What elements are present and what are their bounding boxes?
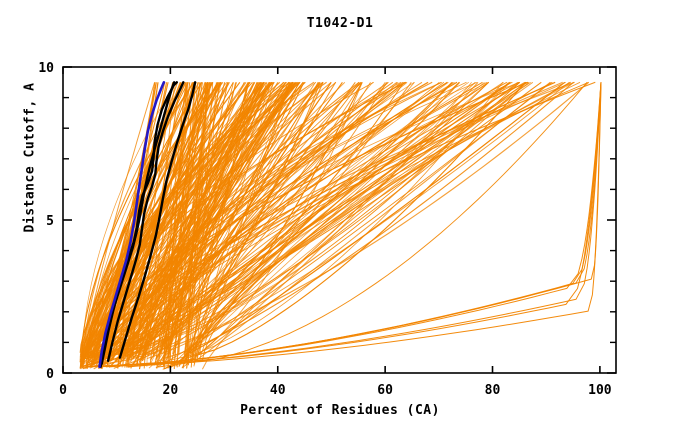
svg-text:100: 100: [588, 383, 612, 398]
svg-text:10: 10: [38, 61, 54, 76]
x-axis-label: Percent of Residues (CA): [240, 403, 440, 418]
axis-tick-labels: 0 20 40 60 80 100 0 5 10: [38, 61, 611, 398]
svg-text:0: 0: [46, 367, 54, 382]
predictor-ensemble-curves: [79, 81, 602, 370]
svg-text:20: 20: [163, 383, 179, 398]
svg-text:40: 40: [270, 383, 286, 398]
axis-frame: [62, 66, 617, 374]
svg-text:80: 80: [485, 383, 501, 398]
svg-text:60: 60: [377, 383, 393, 398]
page-title: T1042-D1: [306, 16, 374, 31]
highlight-curves: [98, 81, 197, 369]
svg-text:5: 5: [46, 214, 54, 229]
svg-text:0: 0: [59, 383, 67, 398]
